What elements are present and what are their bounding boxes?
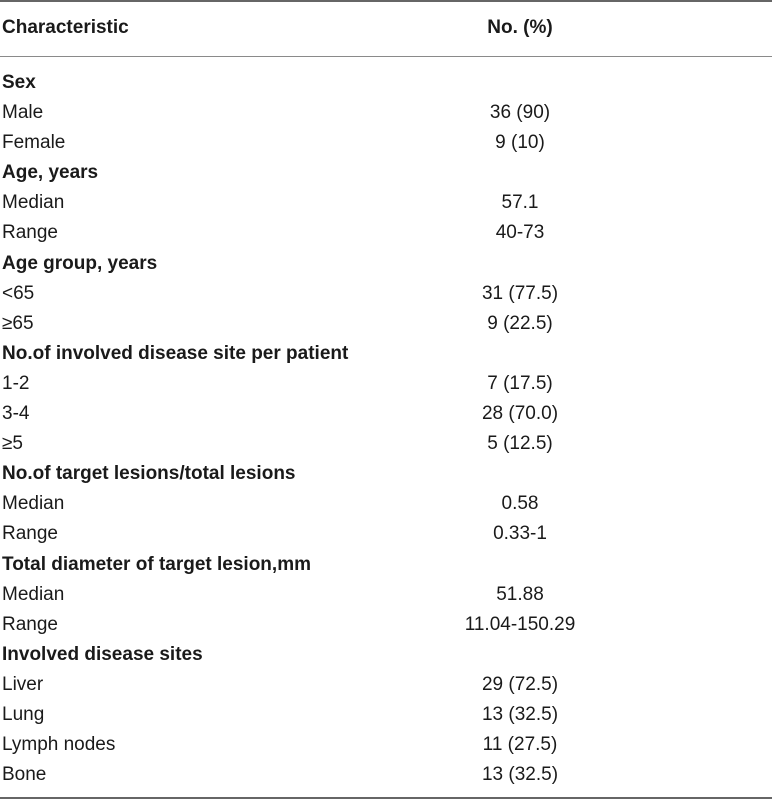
row-label: ≥65	[2, 312, 34, 334]
table-row: Male 36 (90)	[0, 98, 772, 128]
row-label: Range	[2, 613, 58, 635]
section-row: Sex	[0, 68, 772, 98]
table-row: ≥5 5 (12.5)	[0, 429, 772, 459]
row-label: Range	[2, 222, 58, 244]
table-top-rule	[0, 0, 772, 2]
table-row: Range 11.04-150.29	[0, 610, 772, 640]
section-label: Age, years	[2, 162, 99, 184]
row-value: 13 (32.5)	[481, 703, 559, 725]
table-row: Bone 13 (32.5)	[0, 760, 772, 790]
row-value: 11.04-150.29	[464, 613, 576, 635]
section-row: Age, years	[0, 158, 772, 188]
table-row: Median 57.1	[0, 188, 772, 218]
row-label: ≥5	[2, 433, 23, 455]
table-row: ≥65 9 (22.5)	[0, 309, 772, 339]
section-row: Total diameter of target lesion,mm	[0, 550, 772, 580]
table-row: Lymph nodes 11 (27.5)	[0, 730, 772, 760]
row-value: 29 (72.5)	[481, 673, 559, 695]
row-label: Bone	[2, 764, 47, 786]
row-value: 0.58	[501, 493, 539, 515]
section-row: Involved disease sites	[0, 640, 772, 670]
section-row: No.of involved disease site per patient	[0, 339, 772, 369]
row-label: Range	[2, 523, 58, 545]
row-value: 5 (12.5)	[487, 433, 553, 455]
table-row: 3-4 28 (70.0)	[0, 399, 772, 429]
table-row: Lung 13 (32.5)	[0, 700, 772, 730]
row-value: 0.33-1	[493, 523, 547, 545]
row-label: Lymph nodes	[2, 734, 116, 756]
table-header-rule	[0, 56, 772, 57]
row-label: Liver	[2, 673, 44, 695]
table-bottom-rule	[0, 797, 772, 799]
section-label: Total diameter of target lesion,mm	[2, 553, 311, 575]
header-value: No. (%)	[487, 17, 553, 38]
row-label: Median	[2, 493, 65, 515]
row-label: Female	[2, 132, 66, 154]
row-label: Median	[2, 192, 65, 214]
row-value: 7 (17.5)	[487, 372, 553, 394]
header-characteristic: Characteristic	[2, 17, 129, 38]
table-header: Characteristic No. (%)	[0, 0, 772, 56]
row-value: 51.88	[496, 583, 544, 605]
section-label: No.of target lesions/total lesions	[2, 463, 296, 485]
table-row: Range 0.33-1	[0, 519, 772, 549]
section-label: No.of involved disease site per patient	[2, 342, 349, 364]
row-value: 9 (10)	[495, 132, 545, 154]
table-row: Median 51.88	[0, 580, 772, 610]
table-row: Liver 29 (72.5)	[0, 670, 772, 700]
section-row: Age group, years	[0, 249, 772, 279]
row-label: <65	[2, 282, 35, 304]
table-row: Range 40-73	[0, 218, 772, 248]
row-label: Male	[2, 102, 44, 124]
section-label: Involved disease sites	[2, 643, 203, 665]
row-label: Median	[2, 583, 65, 605]
row-label: 1-2	[2, 372, 30, 394]
section-label: Sex	[2, 72, 36, 93]
row-label: 3-4	[2, 403, 30, 425]
table-row: 1-2 7 (17.5)	[0, 369, 772, 399]
table-row: Median 0.58	[0, 489, 772, 519]
section-row: No.of target lesions/total lesions	[0, 459, 772, 489]
row-value: 57.1	[501, 192, 539, 214]
row-value: 11 (27.5)	[482, 734, 558, 756]
section-label: Age group, years	[2, 252, 158, 274]
row-value: 28 (70.0)	[481, 403, 559, 425]
table-row: <65 31 (77.5)	[0, 279, 772, 309]
row-value: 31 (77.5)	[481, 282, 559, 304]
row-value: 13 (32.5)	[481, 764, 559, 786]
row-value: 40-73	[495, 222, 545, 244]
row-value: 36 (90)	[489, 102, 551, 124]
table-body: Sex Male 36 (90) Female 9 (10) Age, years Medi…	[0, 68, 772, 790]
row-value: 9 (22.5)	[487, 312, 553, 334]
row-label: Lung	[2, 703, 45, 725]
table-row: Female 9 (10)	[0, 128, 772, 158]
